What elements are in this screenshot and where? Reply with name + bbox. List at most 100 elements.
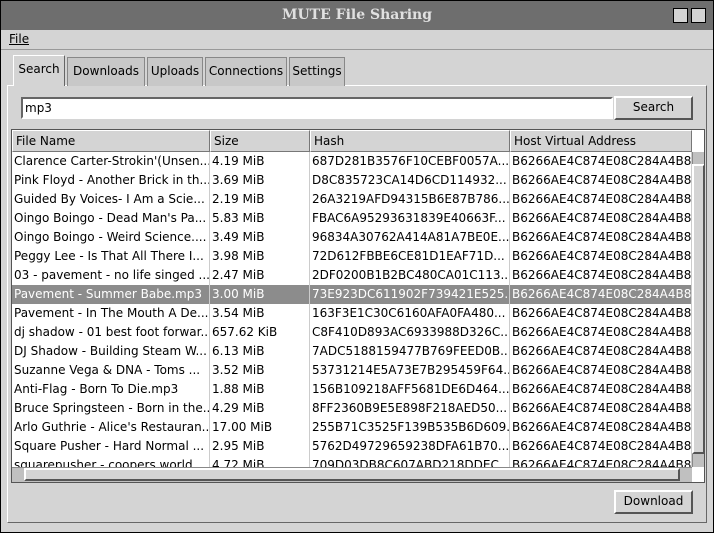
table-cell: B6266AE4C874E08C284A4B8 <box>510 380 692 399</box>
table-cell: 163F3E1C30C6160AFA0FA480... <box>310 304 510 323</box>
table-cell: 2.19 MiB <box>210 190 310 209</box>
tab[interactable]: Connections <box>205 57 287 86</box>
menu-item[interactable]: File <box>9 32 30 46</box>
scroll-thumb[interactable] <box>692 164 704 454</box>
table-cell: Clarence Carter-Strokin'(Unsen... <box>12 152 210 171</box>
table-cell: Peggy Lee - Is That All There I... <box>12 247 210 266</box>
table-cell: 709D03DB8C607ABD218DDEC... <box>310 456 510 467</box>
table-row[interactable]: Pink Floyd - Another Brick in th... 3.69 … <box>12 171 692 190</box>
table-cell: 3.52 MiB <box>210 361 310 380</box>
table-row[interactable]: Pavement - Summer Babe.mp3 3.00 MiB 73E923… <box>12 285 692 304</box>
tab[interactable]: Uploads <box>147 57 203 86</box>
table-cell: 2.95 MiB <box>210 437 310 456</box>
table-cell: Suzanne Vega & DNA - Toms ... <box>12 361 210 380</box>
table-row[interactable]: DJ Shadow - Building Steam W... 6.13 MiB 7… <box>12 342 692 361</box>
column-header[interactable]: Size <box>210 130 310 152</box>
table-cell: Guided By Voices- I Am a Scie... <box>12 190 210 209</box>
table-row[interactable]: Suzanne Vega & DNA - Toms ... 3.52 MiB 537… <box>12 361 692 380</box>
table-cell: B6266AE4C874E08C284A4B8 <box>510 342 692 361</box>
table-cell: 4.19 MiB <box>210 152 310 171</box>
table-cell: B6266AE4C874E08C284A4B8 <box>510 323 692 342</box>
table-cell: 3.69 MiB <box>210 171 310 190</box>
table-cell: 657.62 KiB <box>210 323 310 342</box>
table-cell: 5.83 MiB <box>210 209 310 228</box>
table-row[interactable]: Clarence Carter-Strokin'(Unsen... 4.19 Mi… <box>12 152 692 171</box>
tab[interactable]: Downloads <box>67 57 145 86</box>
table-cell: 53731214E5A73E7B295459F64... <box>310 361 510 380</box>
table-row[interactable]: Anti-Flag - Born To Die.mp3 1.88 MiB 156B1… <box>12 380 692 399</box>
table-cell: 6.13 MiB <box>210 342 310 361</box>
table-cell: 03 - pavement - no life singed ... <box>12 266 210 285</box>
table-cell: 4.29 MiB <box>210 399 310 418</box>
table-cell: Square Pusher - Hard Normal ... <box>12 437 210 456</box>
table-row[interactable]: Guided By Voices- I Am a Scie... 2.19 MiB… <box>12 190 692 209</box>
window-title: MUTE File Sharing <box>1 1 713 30</box>
table-cell: B6266AE4C874E08C284A4B8 <box>510 247 692 266</box>
table-cell: 5762D49729659238DFA61B70... <box>310 437 510 456</box>
table-cell: 8FF2360B9E5E898F218AED50... <box>310 399 510 418</box>
table-cell: B6266AE4C874E08C284A4B8 <box>510 456 692 467</box>
table-row[interactable]: Bruce Springsteen - Born in the... 4.29 M… <box>12 399 692 418</box>
table-row[interactable]: Arlo Guthrie - Alice's Restauran... 17.00… <box>12 418 692 437</box>
table-cell: 7ADC5188159477B769FEED0B... <box>310 342 510 361</box>
table-cell: 3.49 MiB <box>210 228 310 247</box>
table-cell: Pink Floyd - Another Brick in th... <box>12 171 210 190</box>
tab[interactable]: Search <box>13 55 65 86</box>
table-row[interactable]: Peggy Lee - Is That All There I... 3.98 M… <box>12 247 692 266</box>
table-cell: B6266AE4C874E08C284A4B8 <box>510 228 692 247</box>
minimize-button[interactable] <box>673 8 688 23</box>
table-cell: B6266AE4C874E08C284A4B8 <box>510 418 692 437</box>
table-row[interactable]: Oingo Boingo - Weird Science.... 3.49 MiB… <box>12 228 692 247</box>
table-cell: B6266AE4C874E08C284A4B8 <box>510 171 692 190</box>
table-cell: 3.54 MiB <box>210 304 310 323</box>
table-row[interactable]: Oingo Boingo - Dead Man's Pa... 5.83 MiB F… <box>12 209 692 228</box>
table-cell: 3.98 MiB <box>210 247 310 266</box>
table-row[interactable]: Pavement - In The Mouth A De... 3.54 MiB 1… <box>12 304 692 323</box>
table-cell: 4.72 MiB <box>210 456 310 467</box>
table-cell: Arlo Guthrie - Alice's Restauran... <box>12 418 210 437</box>
column-header[interactable]: Hash <box>310 130 510 152</box>
search-button[interactable]: Search <box>614 96 693 120</box>
tab-panel <box>7 85 707 523</box>
table-cell: B6266AE4C874E08C284A4B8 <box>510 190 692 209</box>
table-cell: dj shadow - 01 best foot forwar... <box>12 323 210 342</box>
table-cell: B6266AE4C874E08C284A4B8 <box>510 285 692 304</box>
menu-bar: File <box>1 30 713 50</box>
table-cell: Bruce Springsteen - Born in the... <box>12 399 210 418</box>
table-cell: 156B109218AFF5681DE6D464... <box>310 380 510 399</box>
table-row[interactable]: dj shadow - 01 best foot forwar... 657.62… <box>12 323 692 342</box>
table-cell: Oingo Boingo - Weird Science.... <box>12 228 210 247</box>
table-row[interactable]: 03 - pavement - no life singed ... 2.47 M… <box>12 266 692 285</box>
table-cell: FBAC6A95293631839E40663F... <box>310 209 510 228</box>
search-input[interactable]: mp3 <box>21 97 613 119</box>
table-cell: 17.00 MiB <box>210 418 310 437</box>
column-header[interactable]: File Name <box>12 130 210 152</box>
scroll-thumb[interactable] <box>24 468 680 481</box>
table-cell: Pavement - Summer Babe.mp3 <box>12 285 210 304</box>
table-cell: C8F410D893AC6933988D326C... <box>310 323 510 342</box>
table-cell: Anti-Flag - Born To Die.mp3 <box>12 380 210 399</box>
maximize-button[interactable] <box>691 8 706 23</box>
table-cell: 96834A30762A414A81A7BE0E... <box>310 228 510 247</box>
table-cell: 2.47 MiB <box>210 266 310 285</box>
table-cell: B6266AE4C874E08C284A4B8 <box>510 399 692 418</box>
table-cell: 1.88 MiB <box>210 380 310 399</box>
table-cell: 687D281B3576F10CEBF0057A... <box>310 152 510 171</box>
table-row[interactable]: squarepusher - coopers world... 4.72 MiB 7… <box>12 456 692 467</box>
table-cell: Oingo Boingo - Dead Man's Pa... <box>12 209 210 228</box>
table-cell: 73E923DC611902F739421E525... <box>310 285 510 304</box>
results-table: File Name Size Hash Host Virtual Address Cla… <box>11 129 705 483</box>
column-header[interactable]: Host Virtual Address <box>510 130 692 152</box>
table-cell: 72D612FBBE6CE81D1EAF71D... <box>310 247 510 266</box>
table-body: Clarence Carter-Strokin'(Unsen... 4.19 Mi… <box>12 152 692 467</box>
table-cell: 3.00 MiB <box>210 285 310 304</box>
tab[interactable]: Settings <box>289 57 345 86</box>
table-cell: 2DF0200B1B2BC480CA01C113... <box>310 266 510 285</box>
table-row[interactable]: Square Pusher - Hard Normal ... 2.95 MiB 5… <box>12 437 692 456</box>
download-button[interactable]: Download <box>614 490 693 514</box>
table-cell: B6266AE4C874E08C284A4B8 <box>510 361 692 380</box>
table-cell: B6266AE4C874E08C284A4B8 <box>510 266 692 285</box>
table-cell: DJ Shadow - Building Steam W... <box>12 342 210 361</box>
table-cell: B6266AE4C874E08C284A4B8 <box>510 437 692 456</box>
